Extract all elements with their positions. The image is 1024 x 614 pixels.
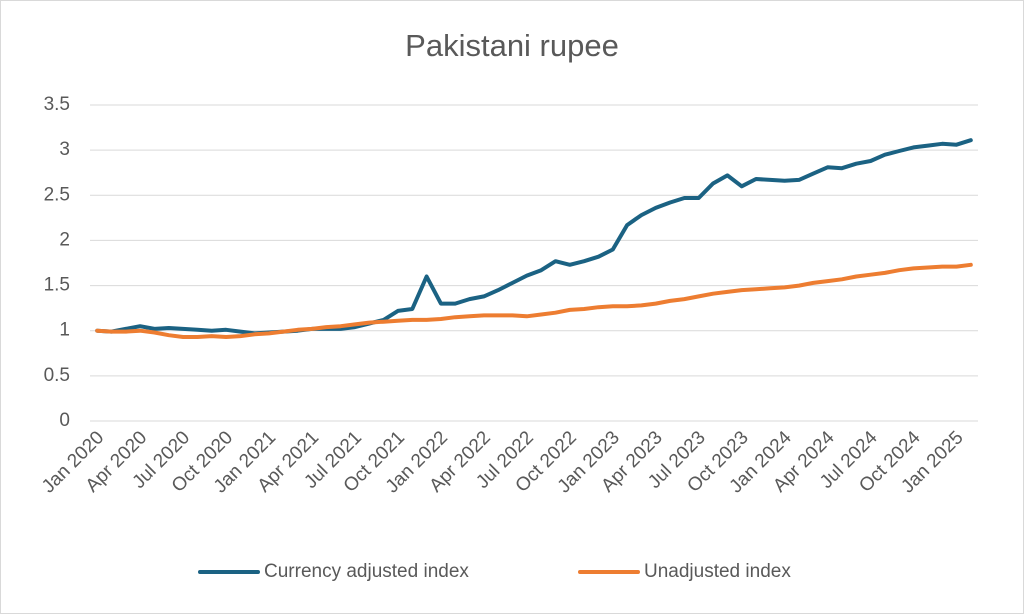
legend-label: Currency adjusted index [264, 561, 469, 582]
y-tick-label: 3 [59, 139, 70, 160]
y-tick-label: 1 [59, 320, 70, 341]
chart-title: Pakistani rupee [405, 28, 619, 63]
series-line [95, 262, 973, 339]
legend-label: Unadjusted index [644, 561, 791, 582]
y-tick-label: 2.5 [44, 184, 70, 205]
series-line [95, 138, 973, 336]
y-tick-label: 1.5 [44, 275, 70, 296]
y-tick-label: 0 [59, 410, 70, 431]
y-tick-label: 0.5 [44, 365, 70, 386]
y-tick-label: 3.5 [44, 94, 70, 115]
y-tick-label: 2 [59, 229, 70, 250]
